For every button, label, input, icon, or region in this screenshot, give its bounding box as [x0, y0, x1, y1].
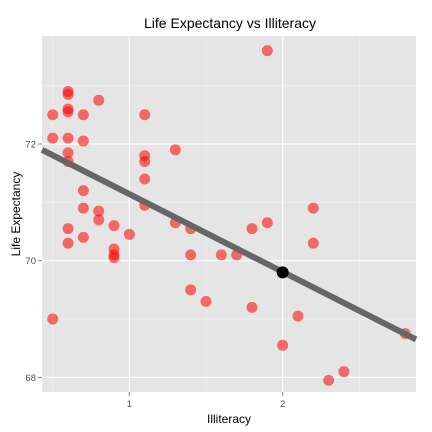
data-point	[169, 144, 181, 156]
data-point	[123, 228, 135, 240]
minor-gridlines	[42, 36, 416, 392]
x-tick-label: 1	[127, 399, 132, 410]
data-point	[77, 231, 89, 243]
major-gridlines	[42, 36, 416, 392]
data-point	[215, 249, 227, 261]
y-tick-label: 72	[25, 139, 36, 150]
data-point	[139, 109, 151, 121]
data-point	[62, 223, 74, 235]
trend-line	[40, 147, 418, 343]
data-point	[108, 220, 120, 232]
data-point	[307, 237, 319, 249]
data-point	[93, 205, 105, 217]
data-point	[108, 252, 120, 264]
data-point	[77, 185, 89, 197]
data-point	[77, 202, 89, 214]
data-point	[323, 374, 335, 386]
y-tick-label: 70	[25, 256, 36, 267]
data-point	[292, 310, 304, 322]
data-point	[47, 109, 59, 121]
data-point	[185, 284, 197, 296]
data-point	[139, 155, 151, 167]
data-points	[47, 45, 411, 386]
data-point	[77, 109, 89, 121]
data-point	[47, 132, 59, 144]
x-tick-label: 2	[280, 399, 285, 410]
data-point	[62, 237, 74, 249]
data-point	[139, 173, 151, 185]
data-point	[62, 132, 74, 144]
data-point	[261, 217, 273, 229]
highlight-point	[276, 266, 289, 279]
data-point	[93, 94, 105, 106]
data-point	[338, 366, 350, 378]
plot-panel	[42, 36, 416, 392]
data-point	[246, 223, 258, 235]
data-point	[47, 313, 59, 325]
data-point	[93, 214, 105, 226]
data-point	[62, 88, 74, 100]
y-axis-ticks: 68 70 72	[25, 139, 42, 384]
data-point	[62, 147, 74, 159]
data-point	[246, 301, 258, 313]
data-point	[307, 202, 319, 214]
data-point	[261, 45, 273, 57]
data-point	[200, 296, 212, 308]
y-axis-label: Life Expectancy	[9, 172, 23, 257]
x-axis-label: Illiteracy	[207, 412, 251, 426]
data-point	[277, 339, 289, 351]
chart-title: Life Expectancy vs Illiteracy	[144, 15, 316, 31]
y-tick-label: 68	[25, 373, 36, 384]
data-point	[185, 249, 197, 261]
data-point	[62, 106, 74, 118]
data-point	[77, 135, 89, 147]
